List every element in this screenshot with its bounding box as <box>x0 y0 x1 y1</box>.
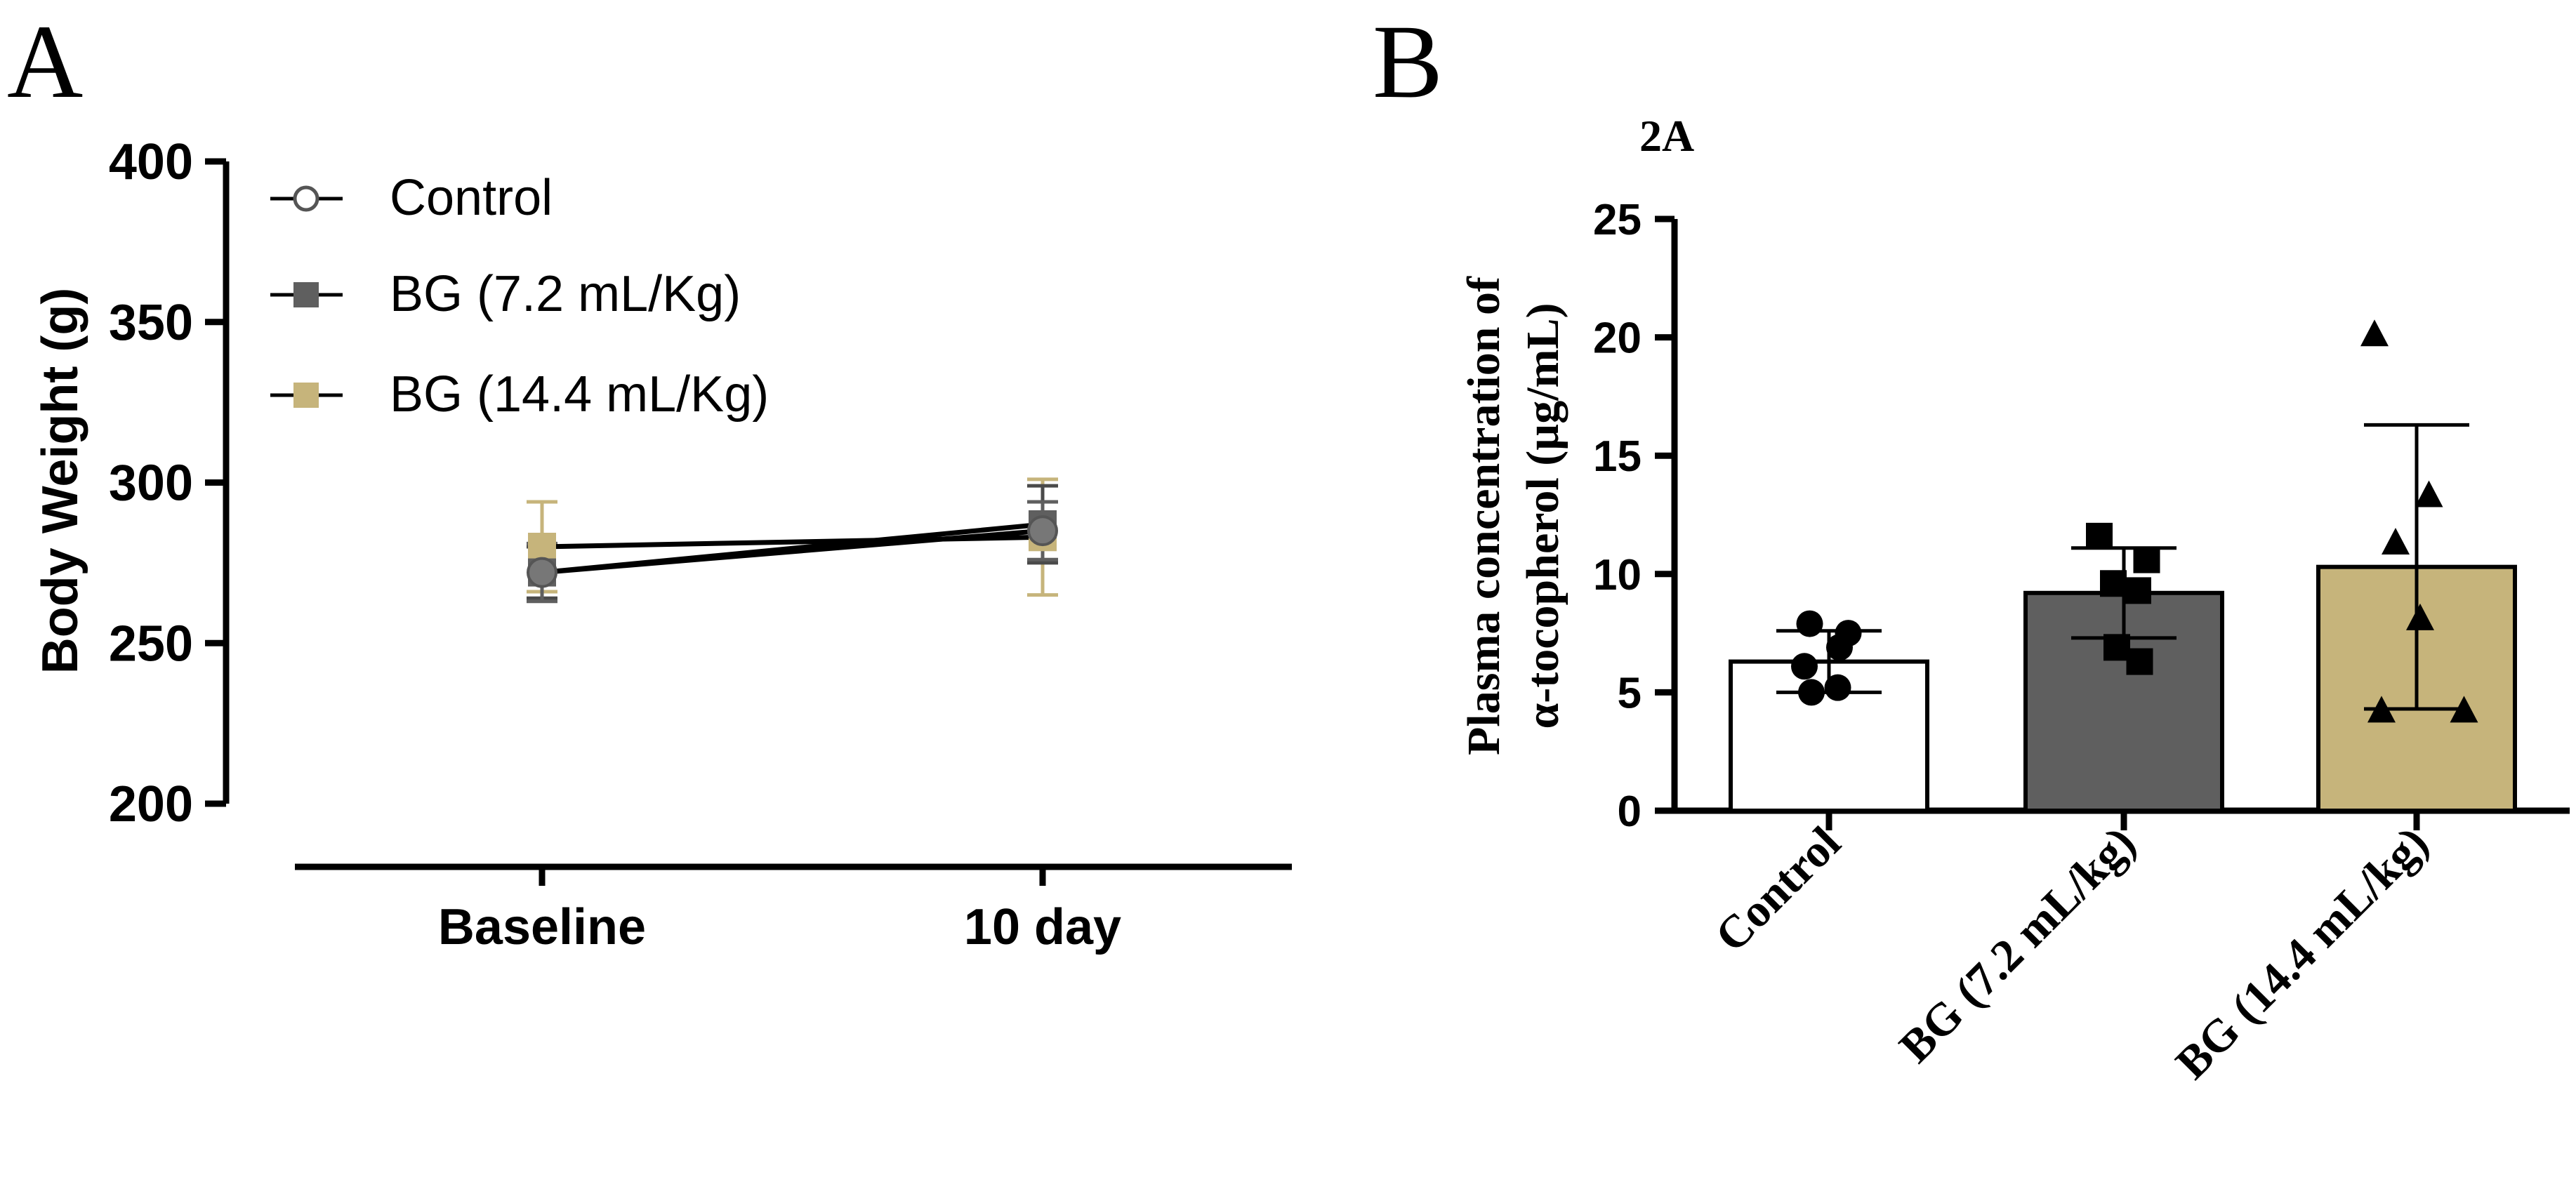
y-tick-label: 0 <box>1618 788 1642 836</box>
data-point-circle <box>527 557 557 588</box>
data-point-square <box>528 533 556 561</box>
legend-label-control: Control <box>390 170 553 226</box>
data-point-triangle <box>2367 696 2396 723</box>
panel-b-x-ticks: Control BG (7.2 mL/kg) BG (14.4 mL/kg) <box>1705 811 2438 1089</box>
y-tick-label: 20 <box>1593 314 1642 363</box>
data-point-circle <box>1826 634 1853 661</box>
data-point-square <box>2126 648 2153 675</box>
data-point-square <box>2125 577 2151 604</box>
panel-b-y-axis-label-line-2: α-tocopherol (µg/mL) <box>1517 303 1568 729</box>
x-tick-label: 10 day <box>964 899 1121 955</box>
panel-a-x-ticks: Baseline 10 day <box>438 867 1121 955</box>
panel-b-y-ticks: 0 5 10 15 20 25 <box>1593 196 1675 836</box>
y-tick-label: 200 <box>109 776 193 832</box>
x-tick-label: BG (7.2 mL/kg) <box>1890 817 2146 1073</box>
data-point-circle <box>1796 610 1823 637</box>
y-tick-label: 350 <box>109 295 193 351</box>
y-tick-label: 15 <box>1593 432 1642 481</box>
x-tick-label: BG (14.4 mL/kg) <box>2166 817 2438 1089</box>
panel-b-y-axis-label-line-1: Plasma concentration of <box>1458 276 1510 755</box>
panel-a: A 200 250 300 350 400 Baseline 10 day Body We… <box>7 4 1292 955</box>
panel-a-y-axis-label: Body Weight (g) <box>32 288 88 675</box>
data-point-triangle <box>2415 480 2443 507</box>
legend-marker-bg144 <box>293 383 319 408</box>
panel-a-y-ticks: 200 250 300 350 400 <box>109 134 226 832</box>
x-tick-label: Control <box>1705 817 1850 962</box>
y-tick-label: 10 <box>1593 551 1642 599</box>
panel-a-letter: A <box>7 4 83 120</box>
data-point-triangle <box>2360 319 2389 347</box>
legend-label-bg144: BG (14.4 mL/Kg) <box>390 366 769 423</box>
legend-item-bg144: BG (14.4 mL/Kg) <box>270 366 769 423</box>
data-point-triangle <box>2406 603 2434 630</box>
data-point-circle <box>1791 653 1818 680</box>
data-point-circle <box>1824 674 1851 701</box>
y-tick-label: 5 <box>1618 669 1642 717</box>
x-tick-label: Baseline <box>438 899 646 955</box>
y-tick-label: 300 <box>109 456 193 512</box>
panel-b-subtitle: 2A <box>1639 111 1694 161</box>
legend-item-control: Control <box>270 170 553 226</box>
data-point-circle <box>1798 679 1825 706</box>
data-point-square <box>2086 522 2113 550</box>
y-tick-label: 250 <box>109 616 193 672</box>
data-point-circle <box>1027 515 1058 547</box>
legend-marker-control <box>293 185 319 212</box>
bar-1 <box>1729 659 1929 814</box>
data-point-triangle <box>2382 527 2410 555</box>
legend-item-bg72: BG (7.2 mL/Kg) <box>270 266 741 322</box>
data-point-square <box>2133 546 2160 573</box>
panel-b-y-axis-label: Plasma concentration of α-tocopherol (µg… <box>1458 276 1568 755</box>
y-tick-label: 400 <box>109 134 193 190</box>
panel-a-legend: Control BG (7.2 mL/Kg) BG (14.4 mL/Kg) <box>270 170 769 423</box>
panel-b-plot-area <box>1729 319 2517 814</box>
series-line <box>541 528 1043 576</box>
data-point-square <box>2103 634 2130 661</box>
data-point-square <box>2100 570 2127 597</box>
data-point-triangle <box>2450 696 2478 723</box>
panel-a-plot-area <box>527 477 1058 604</box>
y-tick-label: 25 <box>1593 196 1642 244</box>
panel-b-letter: B <box>1373 4 1443 120</box>
legend-label-bg72: BG (7.2 mL/Kg) <box>390 266 741 322</box>
legend-marker-bg72 <box>293 282 319 307</box>
panel-b: B 2A 0 5 10 15 20 25 Plasma concentration of … <box>1373 4 2570 1089</box>
